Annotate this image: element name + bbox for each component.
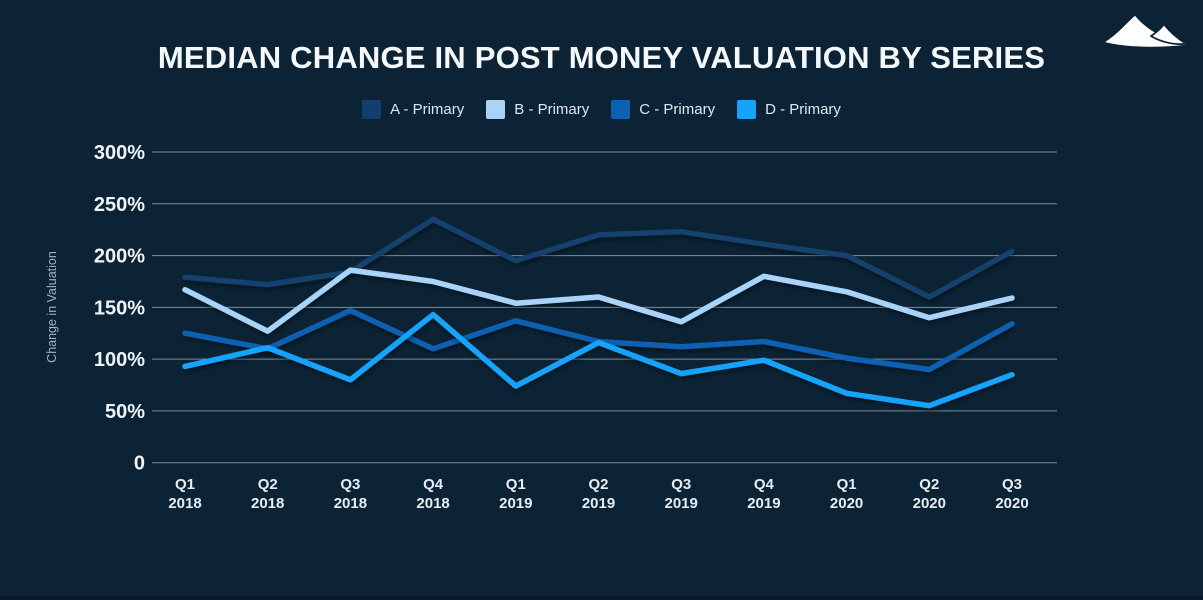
- legend-item-a-primary: A - Primary: [362, 100, 464, 119]
- y-tick-label: 300%: [94, 142, 145, 164]
- x-tick-label: Q2 2018: [251, 476, 284, 512]
- x-tick-label: Q1 2019: [499, 476, 532, 512]
- y-tick-label: 250%: [94, 194, 145, 216]
- legend-swatch: [486, 100, 506, 119]
- page-bottom-edge: [0, 596, 1203, 600]
- legend-swatch: [362, 100, 382, 119]
- legend-item-c-primary: C - Primary: [611, 100, 715, 119]
- legend-label: A - Primary: [390, 101, 465, 118]
- series-line-a-primary: [182, 216, 1015, 300]
- legend: A - Primary B - Primary C - Primary D - Pri…: [0, 100, 1203, 119]
- x-tick-label: Q4 2019: [747, 476, 780, 512]
- chart-title: MEDIAN CHANGE IN POST MONEY VALUATION BY…: [157, 40, 1046, 75]
- x-tick-label: Q2 2019: [582, 476, 615, 512]
- y-tick-label: 100%: [94, 349, 145, 371]
- legend-swatch: [611, 100, 631, 119]
- y-tick-label: 150%: [94, 297, 145, 319]
- dune-mountains-logo-icon: [1105, 15, 1189, 47]
- legend-item-d-primary: D - Primary: [737, 100, 841, 119]
- legend-swatch: [737, 100, 757, 119]
- x-tick-label: Q3 2020: [995, 476, 1028, 512]
- legend-label: B - Primary: [514, 101, 590, 118]
- x-tick-label: Q4 2018: [416, 476, 449, 512]
- x-tick-label: Q1 2020: [830, 476, 863, 512]
- y-tick-label: 200%: [94, 246, 145, 268]
- series-line-b-primary: [182, 267, 1015, 334]
- x-tick-label: Q2 2020: [913, 476, 946, 512]
- y-tick-label: 0: [134, 453, 145, 475]
- x-tick-label: Q3 2018: [334, 476, 367, 512]
- y-tick-label: 50%: [105, 401, 145, 423]
- legend-label: C - Primary: [639, 101, 716, 118]
- series-line-d-primary: [182, 311, 1015, 409]
- y-axis-title: Change in Valuation: [45, 251, 59, 363]
- legend-item-b-primary: B - Primary: [486, 100, 589, 119]
- x-tick-label: Q1 2018: [168, 476, 201, 512]
- legend-label: D - Primary: [765, 101, 841, 118]
- x-tick-label: Q3 2019: [665, 476, 698, 512]
